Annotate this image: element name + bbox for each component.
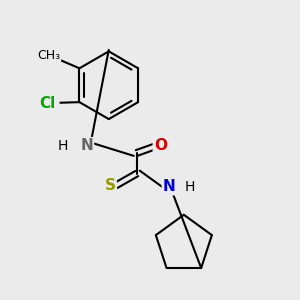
- Text: Cl: Cl: [39, 96, 55, 111]
- Text: H: H: [184, 180, 195, 194]
- Text: N: N: [163, 179, 175, 194]
- Text: H: H: [58, 139, 68, 153]
- Text: N: N: [80, 138, 93, 153]
- Text: O: O: [154, 138, 167, 153]
- Text: S: S: [105, 178, 116, 193]
- Text: CH₃: CH₃: [37, 49, 60, 62]
